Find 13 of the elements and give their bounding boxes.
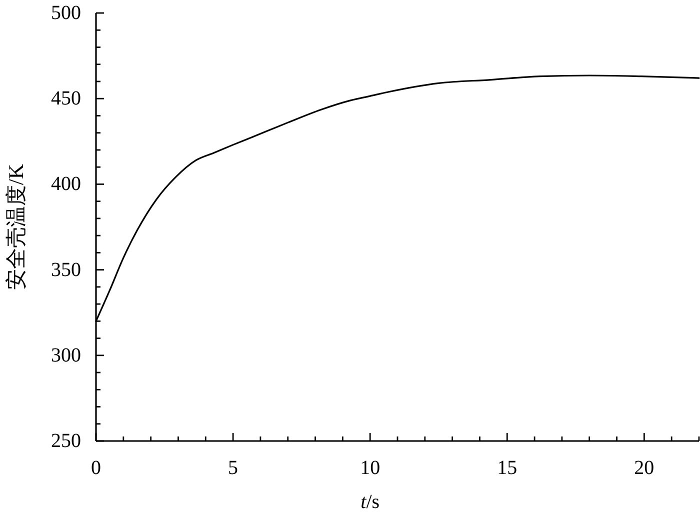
y-tick-label: 400 (51, 173, 81, 196)
x-tick-label: 10 (360, 457, 380, 479)
x-tick-label: 5 (228, 457, 238, 479)
y-tick-label: 450 (51, 88, 81, 110)
x-tick-label: 20 (634, 457, 654, 479)
y-tick-label: 350 (51, 258, 81, 281)
x-axis-title: t/s (360, 491, 380, 513)
y-axis-title: 安全壳温度/K (4, 164, 28, 290)
y-tick-label: 500 (51, 2, 81, 24)
y-tick-label: 300 (51, 344, 81, 366)
x-tick-label: 15 (497, 457, 518, 479)
y-tick-label: 250 (51, 430, 81, 452)
x-tick-label: 0 (91, 457, 101, 479)
